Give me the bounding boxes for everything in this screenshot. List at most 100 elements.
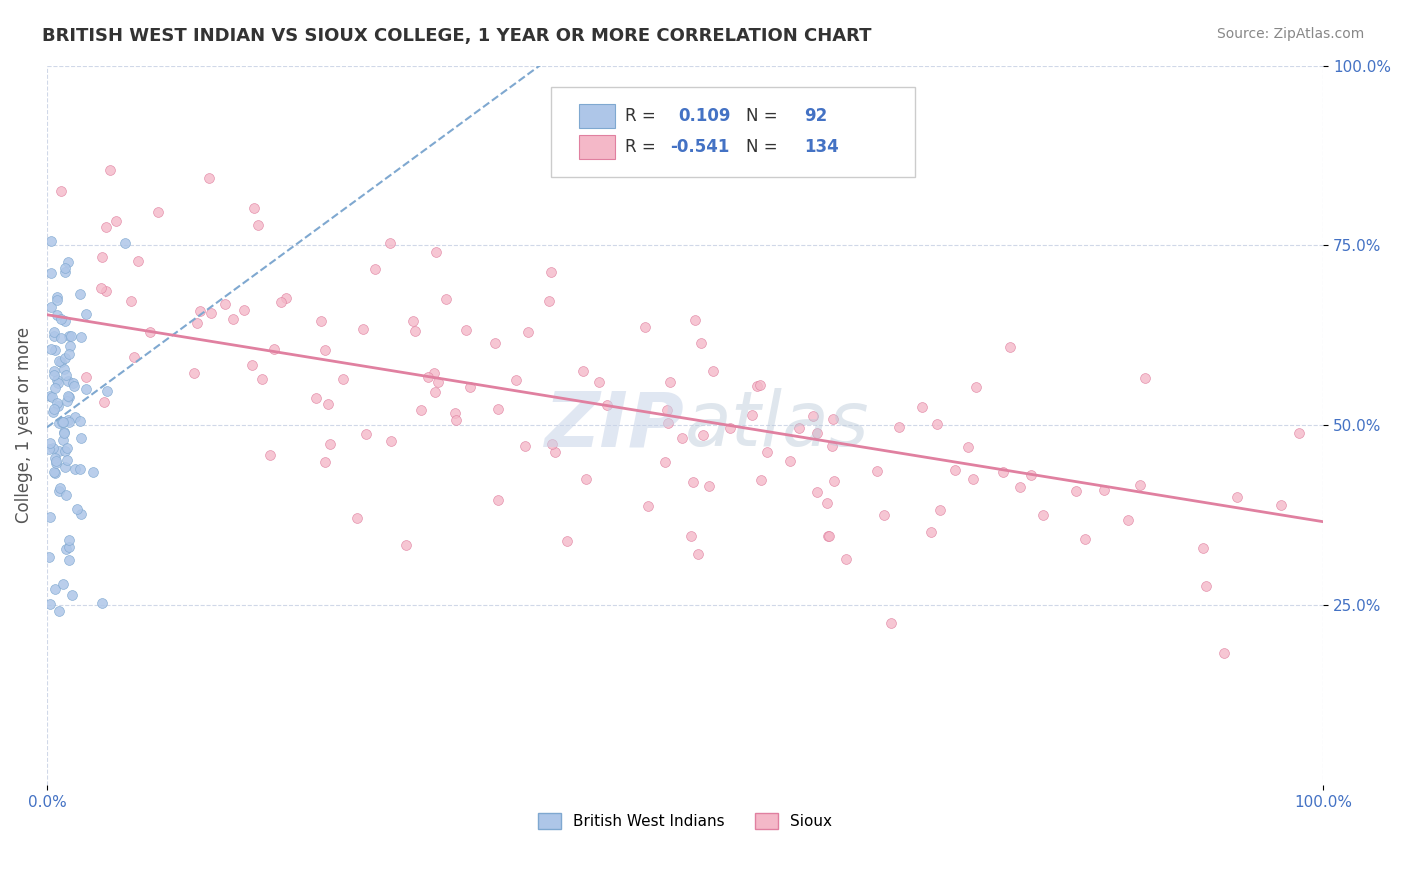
Point: [75, 382, 97, 396]
Point: [263, 342, 285, 356]
Point: [62, 379, 84, 393]
Point: [46, 399, 69, 413]
Point: [38, 549, 60, 564]
Point: [434, 292, 457, 306]
Point: [90, 281, 112, 295]
Point: [56, 389, 79, 403]
Point: [538, 293, 561, 308]
Point: [250, 372, 273, 386]
Point: [82, 466, 104, 480]
Point: [39, 597, 62, 611]
Point: [779, 453, 801, 467]
Point: [42, 402, 65, 417]
Point: [1092, 483, 1115, 497]
Point: [516, 326, 538, 340]
Point: [998, 340, 1021, 354]
Point: [416, 369, 439, 384]
Point: [49, 331, 72, 345]
Point: [956, 440, 979, 454]
Point: [1135, 371, 1157, 385]
Point: [319, 437, 342, 451]
Point: [699, 479, 721, 493]
Point: [56, 255, 79, 269]
Point: [139, 325, 162, 339]
Point: [96, 384, 118, 398]
Point: [806, 485, 828, 500]
Point: [887, 420, 910, 434]
Point: [657, 416, 679, 430]
Point: [60, 588, 83, 602]
Point: [1008, 480, 1031, 494]
Point: [671, 431, 693, 445]
Point: [555, 534, 578, 549]
Point: [395, 538, 418, 552]
Point: [39, 342, 62, 356]
Point: [56, 441, 79, 455]
Text: 0.109: 0.109: [679, 107, 731, 125]
Point: [69, 330, 91, 344]
Point: [52, 576, 75, 591]
Point: [749, 474, 772, 488]
Point: [911, 401, 934, 415]
Point: [48, 484, 70, 499]
Point: [718, 420, 741, 434]
Point: [39, 301, 62, 315]
Point: [65, 502, 87, 516]
Point: [127, 253, 149, 268]
Point: [745, 379, 768, 393]
Point: [183, 366, 205, 380]
Point: [806, 425, 828, 440]
Point: [45, 457, 67, 471]
Point: [681, 528, 703, 542]
Point: [55, 542, 77, 557]
Point: [44, 582, 66, 596]
Point: [48, 604, 70, 618]
Point: [1129, 478, 1152, 492]
Point: [423, 385, 446, 400]
Point: [232, 303, 254, 318]
Point: [637, 500, 659, 514]
Point: [1032, 508, 1054, 523]
Point: [1192, 541, 1215, 555]
Point: [821, 412, 844, 426]
Point: [486, 401, 509, 416]
Point: [48, 416, 70, 430]
Point: [920, 524, 942, 539]
Point: [39, 509, 62, 524]
Point: [815, 496, 838, 510]
Point: [55, 488, 77, 502]
Point: [48, 354, 70, 368]
Point: [93, 395, 115, 409]
Point: [45, 373, 67, 387]
Point: [702, 364, 724, 378]
Point: [363, 261, 385, 276]
Point: [634, 320, 657, 334]
Point: [45, 290, 67, 304]
Point: [270, 295, 292, 310]
Point: [314, 343, 336, 357]
Text: N =: N =: [747, 107, 783, 125]
Point: [1195, 579, 1218, 593]
Point: [692, 428, 714, 442]
Point: [821, 438, 844, 452]
Point: [991, 466, 1014, 480]
Point: [69, 461, 91, 475]
Point: [58, 347, 80, 361]
Point: [571, 364, 593, 378]
Point: [58, 390, 80, 404]
Point: [314, 455, 336, 469]
Point: [48, 444, 70, 458]
Point: [380, 235, 402, 250]
Point: [70, 507, 93, 521]
Point: [682, 475, 704, 489]
Point: [965, 380, 987, 394]
Point: [58, 553, 80, 567]
Point: [53, 351, 76, 366]
Point: [927, 417, 949, 431]
Point: [75, 370, 97, 384]
Point: [380, 434, 402, 448]
Point: [55, 368, 77, 383]
Point: [929, 503, 952, 517]
Point: [787, 420, 810, 434]
Point: [63, 462, 86, 476]
